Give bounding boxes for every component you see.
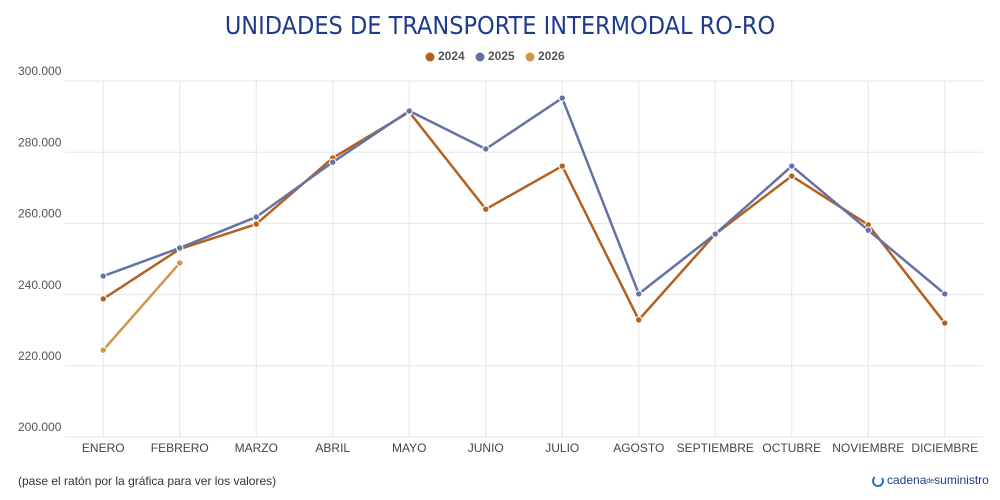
data-point: [482, 205, 490, 213]
data-point: [558, 162, 566, 170]
data-point: [176, 244, 184, 252]
data-point: [252, 220, 260, 228]
logo-text: cadenadesuministro: [887, 473, 989, 487]
data-point: [711, 230, 719, 238]
x-tick-label: MAYO: [392, 441, 426, 455]
logo-word: de: [926, 478, 934, 485]
x-tick-label: OCTUBRE: [762, 441, 821, 455]
data-point: [99, 272, 107, 280]
logo-word: suministro: [934, 473, 989, 487]
legend-swatch: [425, 52, 435, 62]
data-point: [788, 162, 796, 170]
legend-swatch: [525, 52, 535, 62]
chart-title: UNIDADES DE TRANSPORTE INTERMODAL RO-RO: [225, 11, 775, 40]
y-tick-label: 260.000: [18, 207, 62, 221]
data-point: [99, 295, 107, 303]
series-line: [102, 96, 946, 296]
legend-label: 2025: [488, 49, 515, 63]
x-tick-label: ENERO: [82, 441, 125, 455]
data-point: [99, 346, 107, 354]
x-tick-label: JULIO: [545, 441, 579, 455]
logo-icon: [872, 475, 884, 487]
legend-label: 2024: [438, 49, 465, 63]
data-point: [864, 226, 872, 234]
data-point: [941, 319, 949, 327]
x-tick-label: MARZO: [235, 441, 278, 455]
data-point: [558, 94, 566, 102]
data-point: [329, 158, 337, 166]
legend-swatch: [475, 52, 485, 62]
legend-label: 2026: [538, 49, 565, 63]
data-point: [635, 316, 643, 324]
x-tick-label: SEPTIEMBRE: [677, 441, 754, 455]
y-tick-label: 240.000: [18, 278, 62, 292]
y-tick-label: 200.000: [18, 420, 62, 434]
x-tick-label: FEBRERO: [151, 441, 209, 455]
data-point: [635, 290, 643, 298]
logo-word: cadena: [887, 473, 927, 487]
data-point: [252, 213, 260, 221]
logo: cadenadesuministro: [872, 473, 989, 487]
x-tick-label: DICIEMBRE: [911, 441, 978, 455]
data-point: [176, 259, 184, 267]
series-line: [102, 110, 946, 324]
footer-note: (pase el ratón por la gráfica para ver l…: [18, 474, 276, 488]
x-tick-label: NOVIEMBRE: [832, 441, 904, 455]
x-tick-label: JUNIO: [468, 441, 504, 455]
y-tick-label: 280.000: [18, 135, 62, 149]
x-tick-label: ABRIL: [315, 441, 350, 455]
y-tick-label: 220.000: [18, 349, 62, 363]
data-point: [482, 145, 490, 153]
data-point: [405, 107, 413, 115]
x-tick-label: AGOSTO: [613, 441, 664, 455]
series-line: [102, 262, 181, 351]
y-tick-label: 300.000: [18, 64, 62, 78]
data-point: [941, 290, 949, 298]
data-point: [788, 172, 796, 180]
